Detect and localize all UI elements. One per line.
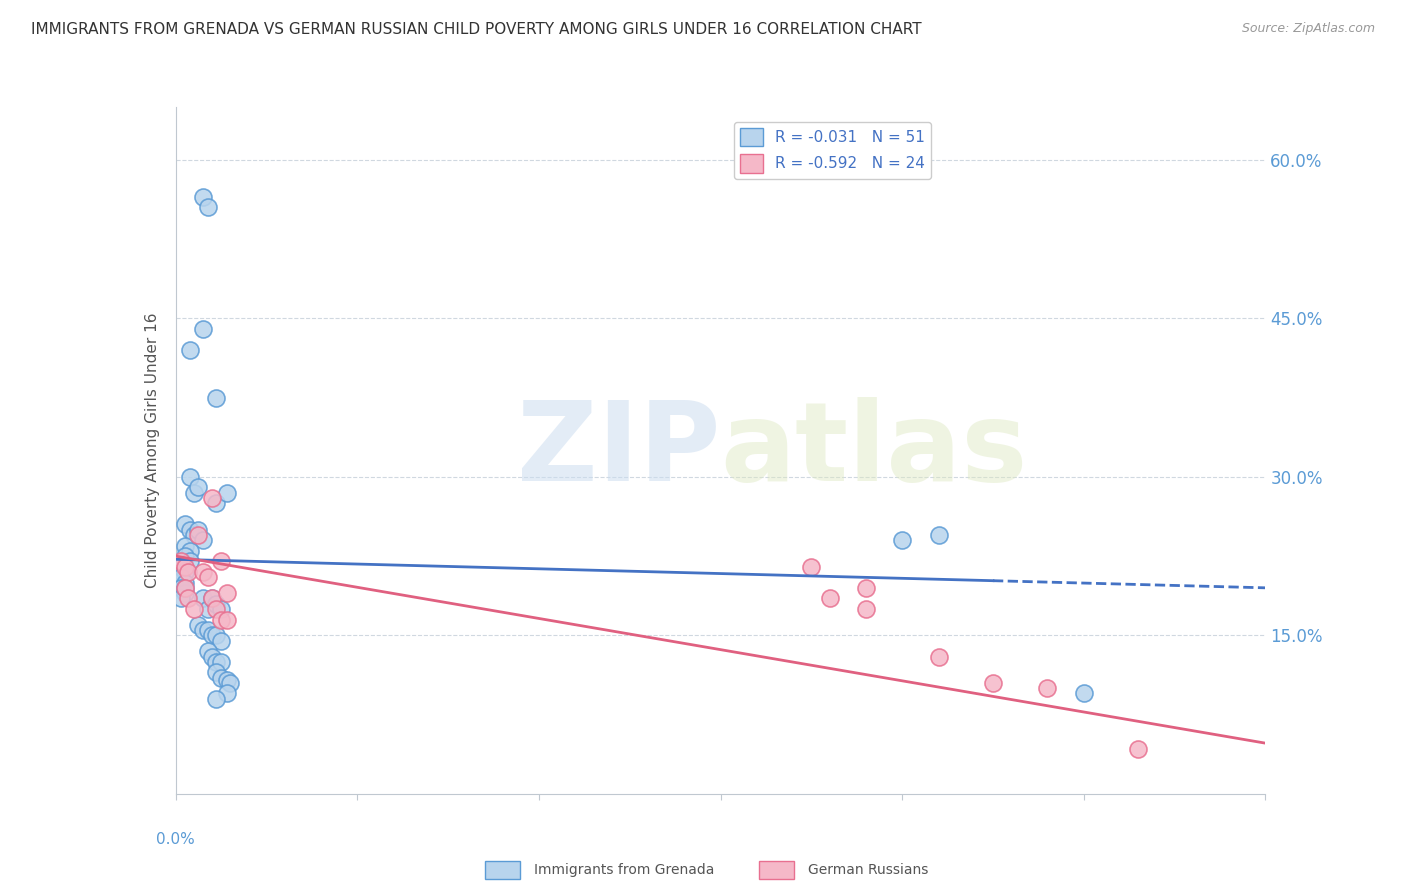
Text: German Russians: German Russians — [808, 863, 929, 877]
Point — [1036, 681, 1059, 696]
Text: ZIP: ZIP — [517, 397, 721, 504]
Point — [186, 617, 209, 632]
Point — [201, 591, 224, 606]
Point — [209, 671, 232, 685]
Point — [173, 586, 195, 600]
Point — [201, 649, 224, 664]
Point — [191, 591, 214, 606]
Point — [800, 559, 823, 574]
Point — [855, 581, 877, 595]
Point — [173, 565, 195, 579]
Point — [201, 628, 224, 642]
Point — [204, 628, 226, 642]
Point — [197, 623, 219, 637]
Point — [981, 676, 1004, 690]
Point — [201, 491, 224, 505]
Point — [177, 591, 200, 606]
Point — [928, 649, 950, 664]
Point — [215, 673, 238, 687]
Point — [179, 343, 201, 357]
Point — [183, 602, 205, 616]
Point — [928, 528, 950, 542]
Text: 0.0%: 0.0% — [156, 831, 195, 847]
Text: Source: ZipAtlas.com: Source: ZipAtlas.com — [1241, 22, 1375, 36]
Point — [173, 581, 195, 595]
Point — [209, 633, 232, 648]
Point — [1128, 742, 1150, 756]
Point — [204, 655, 226, 669]
Point — [186, 523, 209, 537]
Point — [191, 623, 214, 637]
Point — [173, 517, 195, 532]
Point — [209, 602, 232, 616]
Point — [204, 691, 226, 706]
Point — [215, 586, 238, 600]
Point — [215, 485, 238, 500]
Point — [173, 549, 195, 563]
Legend: R = -0.031   N = 51, R = -0.592   N = 24: R = -0.031 N = 51, R = -0.592 N = 24 — [734, 121, 931, 178]
Point — [201, 591, 224, 606]
Point — [170, 570, 193, 584]
Point — [173, 559, 195, 574]
Point — [170, 591, 193, 606]
Y-axis label: Child Poverty Among Girls Under 16: Child Poverty Among Girls Under 16 — [145, 313, 160, 588]
Point — [204, 665, 226, 680]
Point — [173, 539, 195, 553]
Point — [183, 528, 205, 542]
Point — [204, 391, 226, 405]
Point — [177, 565, 200, 579]
Point — [209, 554, 232, 568]
Point — [197, 570, 219, 584]
Point — [183, 485, 205, 500]
Point — [186, 480, 209, 494]
Point — [197, 644, 219, 658]
Point — [215, 613, 238, 627]
Point — [191, 322, 214, 336]
Point — [173, 581, 195, 595]
Point — [204, 496, 226, 510]
Point — [818, 591, 841, 606]
Point — [1073, 686, 1095, 700]
Point — [209, 613, 232, 627]
Point — [186, 528, 209, 542]
Point — [204, 597, 226, 611]
Point — [191, 533, 214, 548]
Point — [170, 554, 193, 568]
Point — [209, 655, 232, 669]
Point — [170, 559, 193, 574]
Text: Immigrants from Grenada: Immigrants from Grenada — [534, 863, 714, 877]
Point — [179, 544, 201, 558]
Point — [197, 201, 219, 215]
Point — [179, 470, 201, 484]
Point — [191, 565, 214, 579]
Point — [179, 554, 201, 568]
Point — [219, 676, 242, 690]
Point — [197, 602, 219, 616]
Point — [215, 686, 238, 700]
Point — [170, 581, 193, 595]
Point — [855, 602, 877, 616]
Text: IMMIGRANTS FROM GRENADA VS GERMAN RUSSIAN CHILD POVERTY AMONG GIRLS UNDER 16 COR: IMMIGRANTS FROM GRENADA VS GERMAN RUSSIA… — [31, 22, 921, 37]
Text: atlas: atlas — [721, 397, 1028, 504]
Point — [179, 523, 201, 537]
Point — [173, 575, 195, 590]
Point — [191, 190, 214, 204]
Point — [891, 533, 914, 548]
Point — [204, 602, 226, 616]
